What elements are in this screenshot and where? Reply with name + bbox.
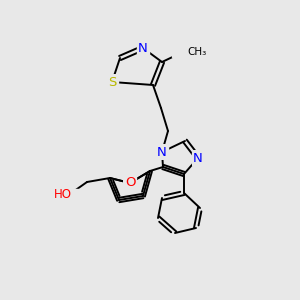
Bar <box>106 76 118 88</box>
Text: HO: HO <box>54 188 72 200</box>
Text: N: N <box>157 146 167 158</box>
Bar <box>61 188 79 200</box>
Bar <box>172 47 194 57</box>
Text: N: N <box>138 41 148 55</box>
Text: O: O <box>125 176 135 190</box>
Bar <box>156 146 168 158</box>
Bar <box>192 152 204 164</box>
Bar <box>137 42 149 54</box>
Text: N: N <box>193 152 203 164</box>
Bar <box>124 177 136 189</box>
Text: CH₃: CH₃ <box>187 47 206 57</box>
Text: S: S <box>108 76 116 88</box>
